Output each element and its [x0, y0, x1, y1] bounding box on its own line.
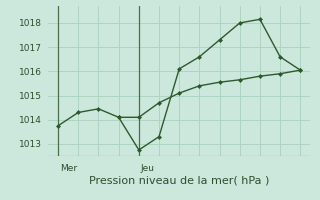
Text: Jeu: Jeu — [141, 164, 155, 173]
Text: Mer: Mer — [60, 164, 77, 173]
X-axis label: Pression niveau de la mer( hPa ): Pression niveau de la mer( hPa ) — [89, 175, 269, 185]
